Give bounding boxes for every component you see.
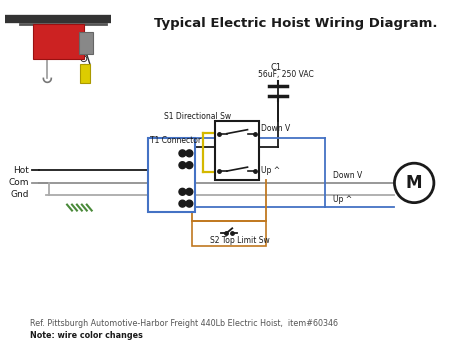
Text: Note: wire color changes: Note: wire color changes (29, 331, 143, 340)
Bar (148, 138, 195, 212)
Bar (33, 24, 84, 59)
Text: Ref. Pittsburgh Automotive-Harbor Freight 440Lb Electric Hoist,  item#60346: Ref. Pittsburgh Automotive-Harbor Freigh… (29, 319, 337, 328)
Text: Gnd: Gnd (10, 190, 28, 199)
Text: T1 Connector: T1 Connector (150, 136, 201, 146)
Text: S1 Directional Sw: S1 Directional Sw (164, 112, 231, 121)
Text: Up ^: Up ^ (333, 195, 353, 204)
Text: S2 Top Limit Sw: S2 Top Limit Sw (210, 236, 269, 245)
Circle shape (394, 163, 434, 203)
Circle shape (186, 189, 193, 195)
Circle shape (179, 189, 186, 195)
Text: Down V: Down V (333, 171, 363, 180)
Circle shape (179, 162, 186, 169)
Text: Typical Electric Hoist Wiring Diagram.: Typical Electric Hoist Wiring Diagram. (154, 17, 438, 30)
Text: Com: Com (8, 179, 28, 187)
Circle shape (179, 150, 186, 157)
Text: 56uF, 250 VAC: 56uF, 250 VAC (258, 70, 314, 80)
Text: Up ^: Up ^ (261, 166, 281, 175)
Text: Down V: Down V (261, 124, 291, 133)
Circle shape (186, 200, 193, 207)
Bar (215, 121, 259, 180)
Circle shape (186, 150, 193, 157)
Bar (192, 222, 266, 246)
Circle shape (179, 200, 186, 207)
Bar (79, 32, 93, 54)
Circle shape (186, 162, 193, 169)
Text: Hot: Hot (13, 165, 28, 175)
Text: C1: C1 (270, 62, 281, 71)
Text: M: M (406, 174, 422, 192)
Bar (80, 64, 90, 83)
